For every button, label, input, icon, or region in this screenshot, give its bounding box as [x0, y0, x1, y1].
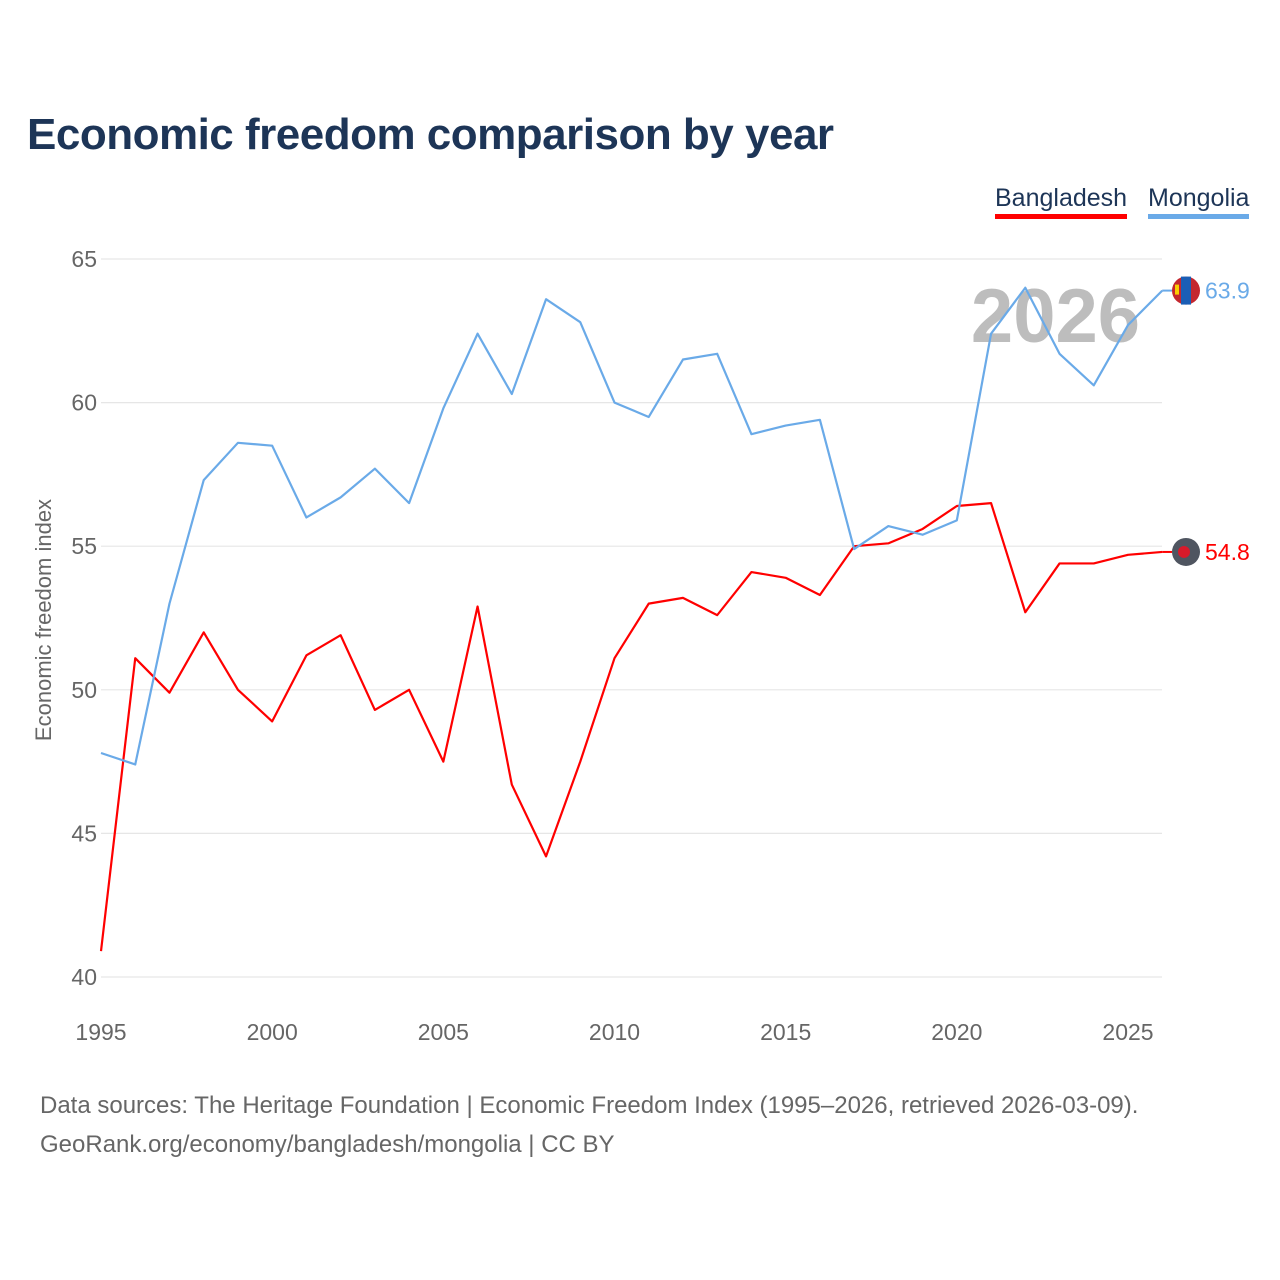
series-line-mongolia — [100, 286, 1164, 766]
mongolia-flag-soyombo — [1175, 284, 1179, 295]
y-tick-label: 60 — [71, 390, 97, 416]
line-chart: 40 45 50 55 60 65 1995 2000 2005 2010 2015 2020 2025… — [31, 246, 1250, 1045]
y-axis-label: Economic freedom index — [31, 499, 56, 741]
footer: Data sources: The Heritage Foundation | … — [40, 1086, 1138, 1164]
x-tick-label: 2020 — [931, 1019, 982, 1045]
series-line-bangladesh — [99, 502, 1163, 952]
x-tick-label: 2000 — [247, 1019, 298, 1045]
legend-swatch — [1148, 214, 1250, 219]
data-source-note: Data sources: The Heritage Foundation | … — [40, 1092, 1139, 1119]
legend-item-bangladesh[interactable]: Bangladesh — [995, 184, 1128, 219]
x-tick-label: 2025 — [1102, 1019, 1153, 1045]
x-tick-label: 2005 — [418, 1019, 469, 1045]
y-tick-label: 45 — [71, 820, 97, 846]
y-tick-label: 50 — [71, 677, 97, 703]
end-value-label: 63.9 — [1205, 278, 1250, 304]
x-tick-label: 2015 — [760, 1019, 811, 1045]
legend-swatch — [995, 214, 1128, 219]
legend-item-mongolia[interactable]: Mongolia — [1148, 184, 1250, 219]
source-link[interactable]: GeoRank.org/economy/bangladesh/mongolia … — [40, 1131, 615, 1158]
mongolia-flag-stripe — [1181, 276, 1191, 305]
x-tick-label: 2010 — [589, 1019, 640, 1045]
legend-label: Mongolia — [1148, 184, 1250, 212]
y-tick-label: 40 — [71, 964, 97, 990]
end-value-label: 54.8 — [1205, 539, 1250, 565]
chart-title: Economic freedom comparison by year — [27, 110, 834, 159]
y-tick-label: 55 — [71, 533, 97, 559]
legend-label: Bangladesh — [995, 184, 1128, 212]
y-tick-label: 65 — [71, 246, 97, 272]
bangladesh-flag-disc — [1178, 545, 1190, 558]
x-tick-label: 1995 — [75, 1019, 126, 1045]
